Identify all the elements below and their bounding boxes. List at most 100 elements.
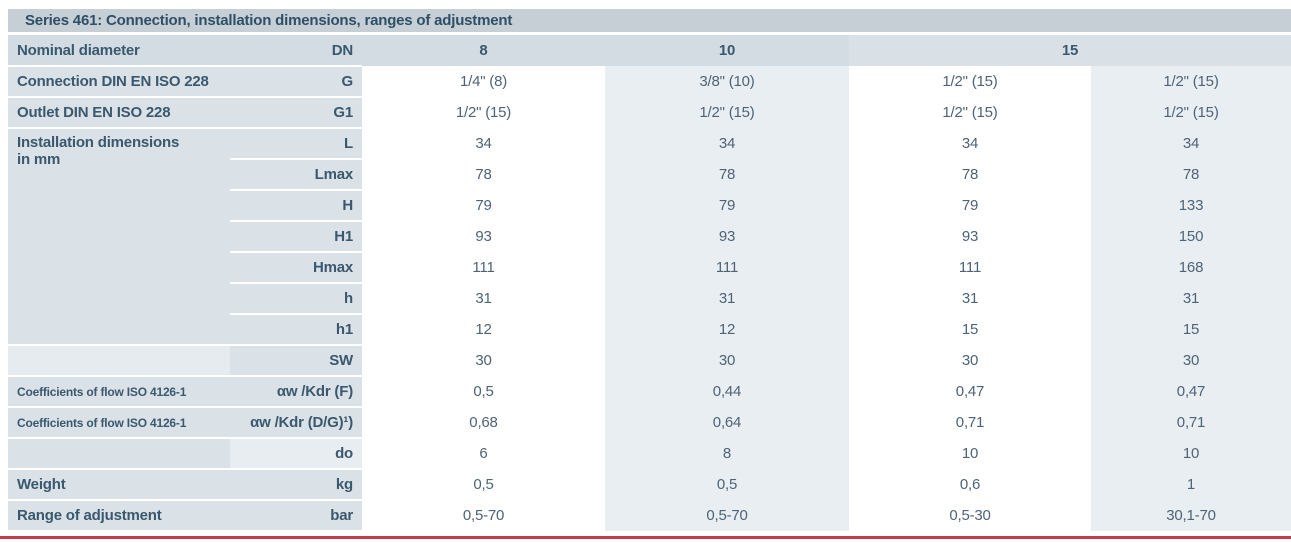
- value-cell: 15: [849, 35, 1291, 66]
- value-cell: 12: [605, 314, 849, 345]
- row-range-of-adjustment: Range of adjustment bar 0,5-70 0,5-70 0,…: [8, 500, 1291, 532]
- row-sublabel: H: [230, 190, 362, 222]
- value-cell: 30: [1091, 345, 1291, 376]
- value-cell: 0,68: [362, 407, 605, 438]
- row-h-capital: H 79 79 79 133: [8, 190, 1291, 222]
- value-cell: 93: [605, 221, 849, 252]
- value-cell: 79: [605, 190, 849, 221]
- row-sublabel: bar: [230, 500, 362, 532]
- row-label: Range of adjustment: [8, 500, 230, 532]
- value-cell: 93: [849, 221, 1091, 252]
- value-cell: 78: [1091, 159, 1291, 190]
- row-flow-coefficient-f: Coefficients of flow ISO 4126-1 αw /Kdr …: [8, 376, 1291, 408]
- row-outlet: Outlet DIN EN ISO 228 G1 1/2" (15) 1/2" …: [8, 97, 1291, 129]
- value-cell: 78: [849, 159, 1091, 190]
- value-cell: 30: [605, 345, 849, 376]
- row-sublabel: G: [230, 66, 362, 98]
- row-weight: Weight kg 0,5 0,5 0,6 1: [8, 469, 1291, 501]
- value-cell: 12: [362, 314, 605, 345]
- row-label: Outlet DIN EN ISO 228: [8, 97, 230, 129]
- value-cell: 0,5-70: [605, 500, 849, 531]
- value-cell: 0,71: [1091, 407, 1291, 438]
- row-label: Weight: [8, 469, 230, 501]
- row-lmax: Lmax 78 78 78 78: [8, 159, 1291, 191]
- row-label-installation-dimensions: Installation dimensions in mm: [8, 128, 230, 346]
- row-label: Coefficients of flow ISO 4126-1: [8, 376, 230, 408]
- value-cell: 31: [362, 283, 605, 314]
- row-h1-lower: h1 12 12 15 15: [8, 314, 1291, 346]
- row-connection: Connection DIN EN ISO 228 G 1/4" (8) 3/8…: [8, 66, 1291, 98]
- value-cell: 10: [849, 438, 1091, 469]
- value-cell: 0,47: [849, 376, 1091, 407]
- value-cell: 1/4" (8): [362, 66, 605, 97]
- row-h-lower: h 31 31 31 31: [8, 283, 1291, 315]
- row-label-empty: [8, 438, 230, 470]
- value-cell: 1/2" (15): [1091, 66, 1291, 97]
- value-cell: 34: [362, 128, 605, 159]
- value-cell: 10: [605, 35, 849, 66]
- value-cell: 30,1-70: [1091, 500, 1291, 531]
- value-cell: 0,5: [605, 469, 849, 500]
- row-sublabel: h1: [230, 314, 362, 346]
- value-cell: 1/2" (15): [362, 97, 605, 128]
- value-cell: 111: [605, 252, 849, 283]
- row-hmax: Hmax 111 111 111 168: [8, 252, 1291, 284]
- value-cell: 1/2" (15): [1091, 97, 1291, 128]
- spec-table: Nominal diameter DN 8 10 15 Connection D…: [8, 35, 1291, 532]
- value-cell: 111: [849, 252, 1091, 283]
- row-l: Installation dimensions in mm L 34 34 34…: [8, 128, 1291, 346]
- value-cell: 93: [362, 221, 605, 252]
- row-sublabel: L: [230, 128, 362, 160]
- row-sublabel: SW: [230, 345, 362, 377]
- row-label: Nominal diameter: [8, 35, 230, 67]
- bottom-accent-line: [0, 536, 1291, 539]
- value-cell: 0,5: [362, 376, 605, 407]
- row-sublabel: H1: [230, 221, 362, 253]
- row-sublabel: G1: [230, 97, 362, 129]
- table-title: Series 461: Connection, installation dim…: [8, 9, 1291, 32]
- value-cell: 31: [1091, 283, 1291, 314]
- value-cell: 1/2" (15): [849, 97, 1091, 128]
- row-label-empty: [8, 345, 230, 377]
- value-cell: 78: [605, 159, 849, 190]
- value-cell: 0,5-70: [362, 500, 605, 531]
- value-cell: 1/2" (15): [849, 66, 1091, 97]
- value-cell: 150: [1091, 221, 1291, 252]
- value-cell: 8: [605, 438, 849, 469]
- value-cell: 133: [1091, 190, 1291, 221]
- row-sublabel: do: [230, 438, 362, 470]
- value-cell: 34: [605, 128, 849, 159]
- value-cell: 1: [1091, 469, 1291, 500]
- row-sw: SW 30 30 30 30: [8, 345, 1291, 377]
- value-cell: 0,5: [362, 469, 605, 500]
- value-cell: 1/2" (15): [605, 97, 849, 128]
- row-sublabel: Lmax: [230, 159, 362, 191]
- row-label: Coefficients of flow ISO 4126-1: [8, 407, 230, 439]
- value-cell: 79: [849, 190, 1091, 221]
- value-cell: 15: [1091, 314, 1291, 345]
- row-do: do 6 8 10 10: [8, 438, 1291, 470]
- value-cell: 8: [362, 35, 605, 66]
- row-sublabel: kg: [230, 469, 362, 501]
- value-cell: 15: [849, 314, 1091, 345]
- row-sublabel: DN: [230, 35, 362, 67]
- row-sublabel: αw /Kdr (D/G)¹): [230, 407, 362, 439]
- value-cell: 30: [362, 345, 605, 376]
- row-sublabel: Hmax: [230, 252, 362, 284]
- row-h1-capital: H1 93 93 93 150: [8, 221, 1291, 253]
- value-cell: 3/8" (10): [605, 66, 849, 97]
- value-cell: 168: [1091, 252, 1291, 283]
- value-cell: 79: [362, 190, 605, 221]
- value-cell: 31: [849, 283, 1091, 314]
- value-cell: 30: [849, 345, 1091, 376]
- row-sublabel: h: [230, 283, 362, 315]
- value-cell: 0,5-30: [849, 500, 1091, 531]
- row-label: Connection DIN EN ISO 228: [8, 66, 230, 98]
- value-cell: 34: [849, 128, 1091, 159]
- row-nominal-diameter: Nominal diameter DN 8 10 15: [8, 35, 1291, 67]
- row-sublabel: αw /Kdr (F): [230, 376, 362, 408]
- value-cell: 10: [1091, 438, 1291, 469]
- value-cell: 6: [362, 438, 605, 469]
- row-flow-coefficient-dg: Coefficients of flow ISO 4126-1 αw /Kdr …: [8, 407, 1291, 439]
